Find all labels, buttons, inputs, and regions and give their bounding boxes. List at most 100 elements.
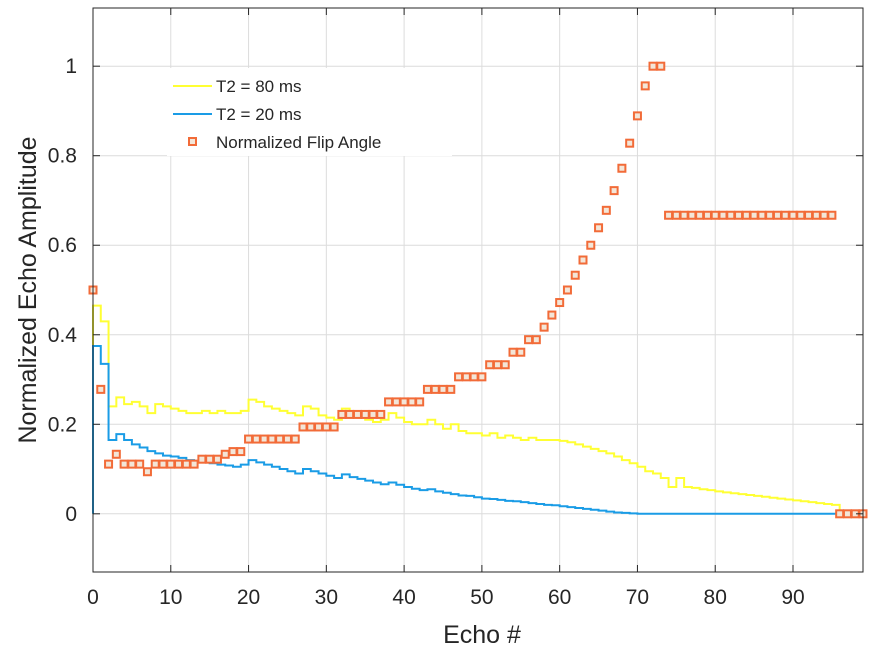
legend: T2 = 80 ms T2 = 20 ms Normalized Flip An…	[167, 68, 452, 156]
legend-swatch-flip-angle	[188, 137, 197, 146]
flip-angle-marker	[555, 298, 565, 308]
flip-angle-marker	[345, 409, 355, 419]
plot-frame	[92, 7, 864, 573]
flip-angle-marker	[329, 422, 339, 432]
flip-angle-marker	[422, 384, 432, 394]
x-tick-label: 80	[704, 586, 727, 609]
flip-angle-marker	[734, 210, 744, 220]
flip-angle-marker	[282, 434, 292, 444]
flip-angle-marker	[811, 210, 821, 220]
flip-angle-marker	[290, 434, 300, 444]
flip-angle-marker	[664, 210, 674, 220]
flip-angle-marker	[267, 434, 277, 444]
flip-angle-marker	[298, 422, 308, 432]
flip-angle-marker	[625, 138, 635, 148]
flip-angle-marker	[749, 210, 759, 220]
x-tick-label: 90	[781, 586, 804, 609]
series-layer	[88, 61, 868, 519]
flip-angle-marker	[827, 210, 837, 220]
flip-angle-marker	[594, 223, 604, 233]
y-tick-label: 0.8	[48, 145, 77, 168]
flip-angle-marker	[757, 210, 767, 220]
flip-angle-marker	[508, 347, 518, 357]
flip-angle-marker	[578, 255, 588, 265]
flip-angle-marker	[104, 459, 114, 469]
flip-angle-marker	[772, 210, 782, 220]
flip-angle-marker	[391, 397, 401, 407]
flip-angle-marker	[275, 434, 285, 444]
legend-label-t2-20: T2 = 20 ms	[216, 105, 302, 124]
flip-angle-marker	[819, 210, 829, 220]
x-tick-label: 70	[626, 586, 649, 609]
flip-angle-marker	[142, 467, 152, 477]
flip-angle-marker	[376, 409, 386, 419]
flip-angle-marker	[531, 335, 541, 345]
flip-angle-marker	[150, 459, 160, 469]
x-tick-label: 20	[237, 586, 260, 609]
flip-angle-marker	[158, 459, 168, 469]
flip-angle-marker	[454, 372, 464, 382]
flip-angle-marker	[212, 454, 222, 464]
flip-angle-marker	[111, 449, 121, 459]
x-tick-label: 50	[470, 586, 493, 609]
legend-label-t2-80: T2 = 80 ms	[216, 77, 302, 96]
flip-angle-marker	[220, 449, 230, 459]
flip-angle-marker	[671, 210, 681, 220]
flip-angle-marker	[469, 372, 479, 382]
flip-angle-marker	[562, 285, 572, 295]
flip-angle-marker	[259, 434, 269, 444]
flip-angle-marker	[788, 210, 798, 220]
x-tick-label: 60	[548, 586, 571, 609]
flip-angle-marker	[492, 360, 502, 370]
flip-angle-marker	[485, 360, 495, 370]
flip-angle-marker	[632, 111, 642, 121]
legend-box	[167, 68, 452, 156]
flip-angle-marker	[640, 81, 650, 91]
flip-angle-marker	[687, 210, 697, 220]
flip-angle-marker	[702, 210, 712, 220]
flip-angle-marker	[368, 409, 378, 419]
flip-angle-marker	[695, 210, 705, 220]
y-tick-label: 0	[65, 503, 77, 526]
y-tick-label: 1	[65, 55, 77, 78]
x-axis-title: Echo #	[443, 621, 521, 649]
flip-angle-marker	[835, 509, 845, 519]
flip-angle-marker	[609, 186, 619, 196]
flip-angle-marker	[197, 454, 207, 464]
flip-angle-marker	[127, 459, 137, 469]
flip-angle-marker	[205, 454, 215, 464]
flip-angle-marker	[399, 397, 409, 407]
flip-angle-marker	[765, 210, 775, 220]
x-tick-label: 10	[159, 586, 182, 609]
flip-angle-marker	[842, 509, 852, 519]
flip-angle-marker	[244, 434, 254, 444]
y-tick-label: 0.6	[48, 234, 77, 257]
flip-angle-marker	[524, 335, 534, 345]
legend-label-flip-angle: Normalized Flip Angle	[216, 133, 381, 152]
flip-angle-marker	[617, 163, 627, 173]
flip-angle-marker	[679, 210, 689, 220]
flip-angle-marker	[586, 240, 596, 250]
flip-angle-marker	[539, 322, 549, 332]
flip-angle-marker	[718, 210, 728, 220]
flip-angle-marker	[656, 61, 666, 71]
flip-angle-marker	[430, 384, 440, 394]
flip-angle-marker	[570, 270, 580, 280]
flip-angle-marker	[500, 360, 510, 370]
flip-angle-marker	[461, 372, 471, 382]
flip-angle-marker	[796, 210, 806, 220]
flip-angle-marker	[135, 459, 145, 469]
x-tick-label: 40	[392, 586, 415, 609]
flip-angle-marker	[780, 210, 790, 220]
flip-angle-marker	[321, 422, 331, 432]
flip-angle-marker	[741, 210, 751, 220]
flip-angle-marker	[438, 384, 448, 394]
flip-angle-marker	[477, 372, 487, 382]
flip-angle-marker	[352, 409, 362, 419]
flip-angle-marker	[189, 459, 199, 469]
y-axis-title: Normalized Echo Amplitude	[14, 136, 42, 443]
y-tick-label: 0.4	[48, 324, 78, 347]
series-line-0	[92, 304, 844, 515]
flip-angle-marker	[726, 210, 736, 220]
flip-angle-marker	[119, 459, 129, 469]
